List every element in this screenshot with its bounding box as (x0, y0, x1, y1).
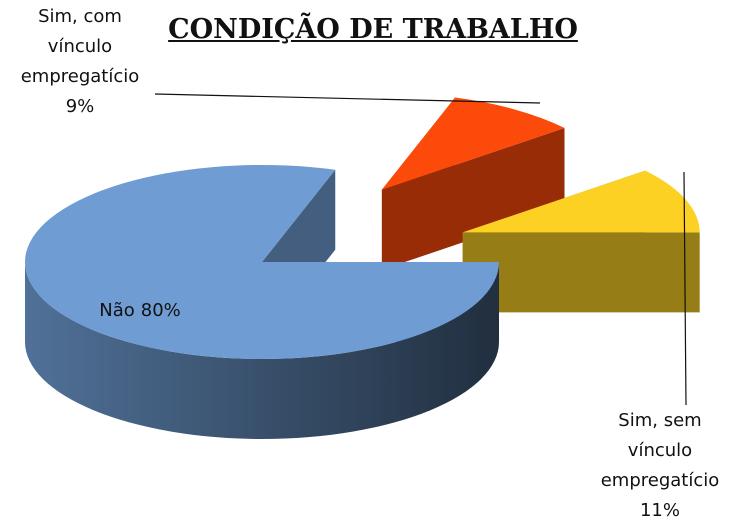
slice-wall (462, 232, 700, 313)
value-label: 11% (639, 500, 680, 521)
leader-line (154, 93, 541, 104)
data-label: Sim, com vínculo empregatício 9% (5, 2, 155, 122)
slice-top (381, 97, 565, 190)
slice (381, 97, 565, 270)
slice-top (24, 165, 499, 359)
data-label: Não 80% (70, 296, 210, 326)
category-label: Sim, sem vínculo empregatício (600, 410, 720, 491)
value-label: 9% (65, 96, 95, 117)
leader-line (683, 171, 687, 406)
value-label: 80% (140, 300, 181, 321)
chart-title: CONDIÇÃO DE TRABALHO (168, 14, 578, 45)
data-label: Sim, sem vínculo empregatício 11% (585, 406, 734, 526)
slice (462, 170, 700, 313)
category-label: Não (99, 300, 135, 321)
slice-wall (381, 127, 565, 270)
slice-side (25, 262, 499, 439)
slice (24, 165, 499, 439)
category-label: Sim, com vínculo empregatício (20, 6, 140, 87)
slice-top (462, 170, 700, 233)
